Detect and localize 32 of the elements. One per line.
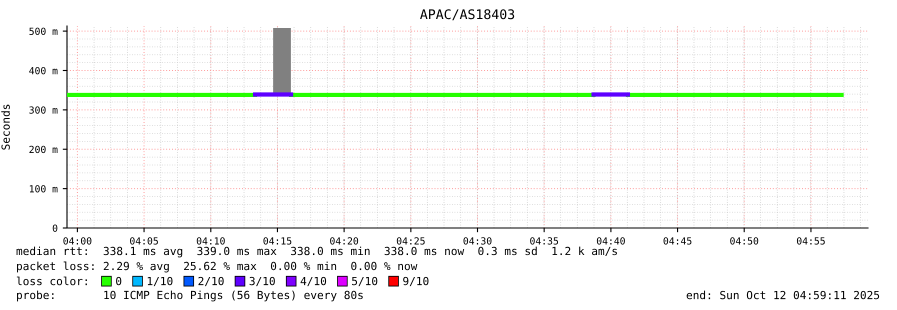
legend-label: 1/10 [148,276,173,286]
y-tick-label: 200 m [29,146,58,154]
x-tick-label: 04:00 [63,237,92,245]
x-tick-label: 04:30 [464,237,492,245]
x-tick-label: 04:15 [263,237,292,245]
x-tick-label: 04:45 [664,237,692,245]
x-tick-label: 04:35 [530,237,558,245]
x-tick-label: 04:55 [796,237,825,245]
y-tick-label: 300 m [29,106,58,114]
legend-label: 5/10 [352,276,378,286]
legend-label: 9/10 [403,276,429,286]
text: median rtt: 338.1 ms avg 339.0 ms max 338.0 ms min 338.0 ms now 0.3 ms sd 1.2 k am/s [16,246,617,258]
y-tick-label: 0 [52,224,58,232]
legend-label: 0 [116,276,122,286]
x-tick-label: 04:05 [130,237,158,245]
text: probe: 10 ICMP Echo Pings (56 Bytes) every 80s [17,290,363,302]
text: packet loss: 2.29 % avg 25.62 % max 0.00 % min 0.00 % now [17,262,418,272]
text: end: Sun Oct 12 04:59:11 2025 [686,290,880,300]
text: loss color: [16,276,87,286]
y-tick-label: 500 m [29,28,58,35]
x-tick-label: 04:25 [396,237,425,245]
y-tick-label: 100 m [30,185,58,192]
x-tick-label: 04:20 [330,237,358,245]
legend-label: 2/10 [198,276,224,286]
x-tick-label: 04:10 [196,237,225,245]
x-tick-label: 04:50 [730,237,758,245]
y-axis-title: Seconds [1,104,10,150]
y-tick-label: 400 m [29,67,58,74]
legend-label: 4/10 [300,276,326,286]
chart-title: APAC/AS18403 [420,9,514,20]
legend-label: 3/10 [250,276,275,286]
x-tick-label: 04:40 [596,237,625,245]
